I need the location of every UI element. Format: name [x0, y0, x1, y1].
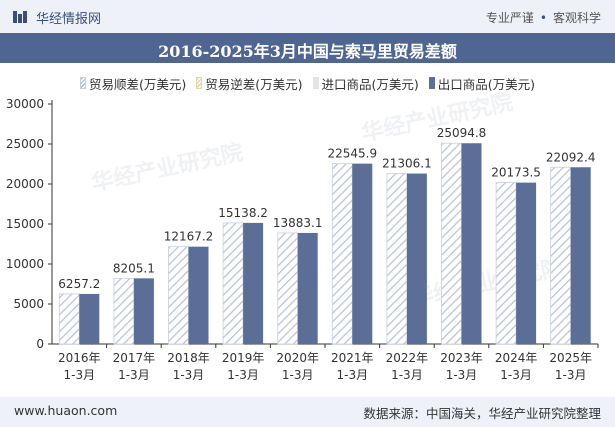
bar-surplus — [168, 246, 189, 345]
bar-chart: 0 5000 10000 15000 20000 25000 30000 2016年 1-3月 2… — [6, 97, 599, 382]
data-label: 13883.1 — [273, 216, 323, 230]
bar-surplus — [441, 142, 462, 345]
x-tick-label-period: 1-3月 — [118, 368, 150, 382]
legend-swatch-export — [428, 77, 435, 89]
data-label: 20173.5 — [491, 166, 541, 180]
y-tick-label: 10000 — [6, 257, 44, 271]
y-tick-label: 5000 — [13, 297, 44, 311]
data-label: 21306.1 — [382, 157, 432, 171]
bar-export — [516, 182, 537, 344]
legend-label-export: 出口商品(万美元) — [437, 76, 536, 92]
x-tick-label-period: 1-3月 — [63, 368, 95, 382]
x-tick-label-period: 1-3月 — [227, 368, 259, 382]
header-bar: 华经情报网 专业严谨 • 客观科学 — [0, 0, 615, 33]
data-label: 12167.2 — [164, 230, 214, 244]
x-tick-label-period: 1-3月 — [391, 368, 423, 382]
legend-swatch-surplus — [79, 77, 86, 89]
legend-label-deficit: 贸易逆差(万美元) — [205, 76, 303, 92]
legend-swatch-deficit — [196, 77, 203, 89]
bar-export — [461, 143, 482, 344]
data-label: 25094.8 — [437, 126, 487, 140]
footer-bar: www.huaon.com 数据来源：中国海关，华经产业研究院整理 — [0, 397, 615, 427]
y-tick-label: 30000 — [6, 97, 44, 111]
x-tick-label-year: 2023年 — [440, 351, 483, 365]
bar-surplus — [550, 166, 572, 345]
y-tick-label: 25000 — [6, 137, 44, 151]
slogan-left: 专业严谨 — [485, 11, 534, 25]
chart-title: 2016-2025年3月中国与索马里贸易差额 — [158, 42, 457, 61]
huajing-logo-icon — [13, 11, 27, 23]
legend-item-import[interactable]: 进口商品(万美元) — [312, 73, 419, 93]
chart-legend: 贸易顺差(万美元) 贸易逆差(万美元) 进口商品(万美元) 出口商品(万美元) — [0, 73, 615, 93]
bar-surplus — [386, 173, 408, 345]
x-tick-label-year: 2019年 — [222, 351, 265, 365]
bar-export — [243, 222, 264, 344]
legend-label-surplus: 贸易顺差(万美元) — [88, 76, 187, 92]
slogan: 专业严谨 • 客观科学 — [486, 9, 601, 26]
bar-surplus — [222, 222, 244, 345]
x-tick-label-period: 1-3月 — [173, 368, 205, 382]
bar-export — [79, 293, 100, 344]
bar-export — [570, 167, 591, 344]
x-tick-label-year: 2016年 — [58, 351, 101, 365]
x-tick-label-year: 2024年 — [495, 351, 538, 365]
bullet-dot-icon: • — [539, 11, 547, 25]
data-label: 8205.1 — [113, 261, 155, 275]
footer-source: 数据来源：中国海关，华经产业研究院整理 — [363, 406, 601, 421]
bar-surplus — [495, 182, 517, 345]
data-label: 6257.2 — [58, 277, 100, 291]
bar-export — [133, 278, 154, 344]
y-tick-label: 0 — [36, 337, 44, 351]
bar-surplus — [331, 163, 353, 345]
x-tick-label-period: 1-3月 — [446, 368, 478, 382]
x-tick-label-period: 1-3月 — [282, 368, 314, 382]
x-tick-label-year: 2021年 — [331, 351, 374, 365]
x-tick-label-year: 2017年 — [113, 351, 156, 365]
legend-item-deficit[interactable]: 贸易逆差(万美元) — [196, 73, 303, 93]
legend-swatch-import — [312, 77, 319, 89]
data-label: 22545.9 — [327, 147, 377, 161]
slogan-right: 客观科学 — [552, 11, 601, 25]
bar-surplus — [113, 277, 135, 345]
bar-export — [297, 232, 318, 344]
x-tick-label-year: 2020年 — [276, 351, 319, 365]
bar-surplus — [277, 232, 299, 345]
y-tick-label: 15000 — [6, 217, 44, 231]
bar-surplus — [58, 293, 80, 345]
x-tick-label-year: 2022年 — [386, 351, 429, 365]
bar-export — [188, 246, 209, 344]
data-label: 15138.2 — [218, 206, 268, 220]
legend-item-surplus[interactable]: 贸易顺差(万美元) — [79, 73, 187, 93]
x-tick-label-period: 1-3月 — [555, 368, 587, 382]
legend-label-import: 进口商品(万美元) — [321, 76, 419, 92]
site-name: 华经情报网 — [36, 12, 102, 27]
bar-export — [352, 163, 373, 344]
bar-export — [406, 173, 427, 344]
x-tick-label-period: 1-3月 — [336, 368, 368, 382]
x-tick-label-year: 2025年 — [549, 351, 592, 365]
y-tick-label: 20000 — [6, 177, 44, 191]
footer-website[interactable]: www.huaon.com — [14, 403, 118, 418]
title-bar: 2016-2025年3月中国与索马里贸易差额 — [0, 33, 615, 63]
x-tick-label-year: 2018年 — [167, 351, 210, 365]
legend-item-export[interactable]: 出口商品(万美元) — [428, 73, 536, 93]
data-label: 22092.4 — [546, 150, 596, 164]
x-tick-label-period: 1-3月 — [500, 368, 532, 382]
